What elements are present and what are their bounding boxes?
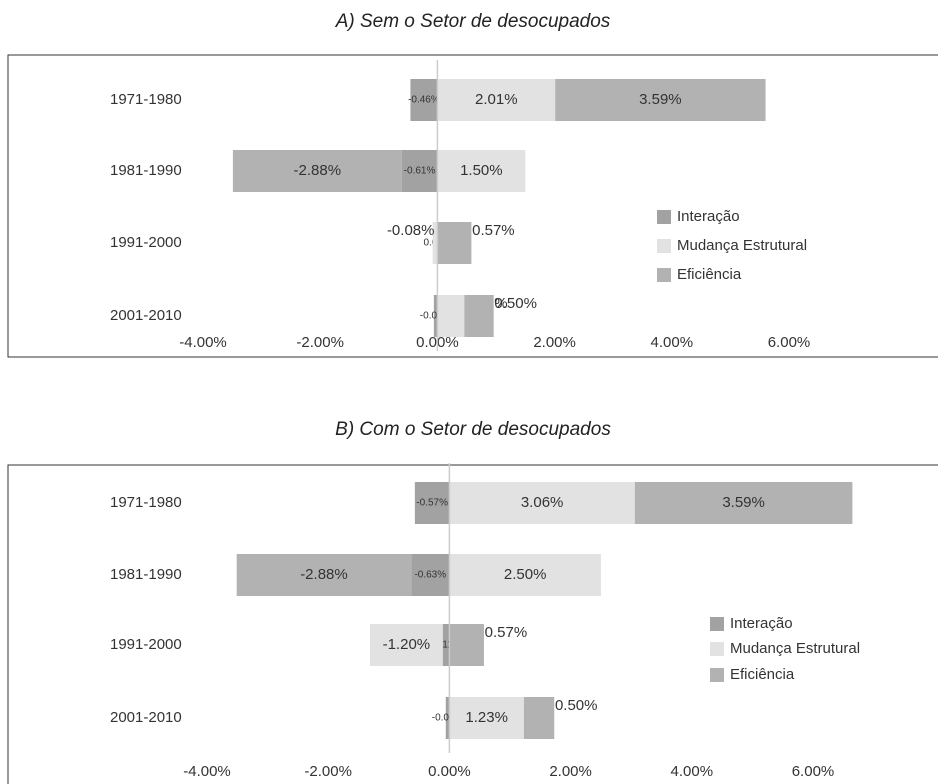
bar-segment bbox=[401, 150, 438, 192]
data-label: -1.20% bbox=[383, 636, 431, 653]
bar-segment bbox=[437, 295, 465, 337]
bar-segment bbox=[232, 150, 402, 192]
x-tick-label: 0.00% bbox=[428, 763, 471, 780]
y-tick-label: 1981-1990 bbox=[110, 566, 182, 583]
bar-segment bbox=[410, 79, 438, 121]
legend-label: Interação bbox=[730, 615, 793, 632]
legend-swatch bbox=[710, 642, 724, 656]
bar-segment bbox=[449, 624, 484, 666]
bar-segment bbox=[464, 295, 494, 337]
data-label: 3.59% bbox=[639, 91, 682, 108]
bar-segment bbox=[449, 554, 601, 596]
data-label: 0.50% bbox=[555, 697, 598, 714]
legend-swatch bbox=[710, 617, 724, 631]
frame-b bbox=[7, 464, 938, 784]
legend-swatch bbox=[657, 268, 671, 282]
frame-a bbox=[7, 54, 938, 358]
data-label: -0.08% bbox=[387, 222, 435, 239]
legend-label: Eficiência bbox=[677, 266, 742, 283]
bar-segment bbox=[432, 222, 438, 264]
bar-segment bbox=[437, 150, 526, 192]
legend-swatch bbox=[657, 210, 671, 224]
data-label: 0.57% bbox=[485, 624, 528, 641]
y-tick-label: 2001-2010 bbox=[110, 307, 182, 324]
y-tick-label: 1971-1980 bbox=[110, 91, 182, 108]
data-label: -0.61% bbox=[404, 166, 436, 177]
legend-label: Mudança Estrutural bbox=[677, 237, 807, 254]
bar-segment bbox=[445, 697, 450, 739]
data-label: -2.88% bbox=[300, 566, 348, 583]
legend-label: Mudança Estrutural bbox=[730, 640, 860, 657]
bar-segment bbox=[634, 482, 853, 524]
y-tick-label: 1991-2000 bbox=[110, 234, 182, 251]
bar-segment bbox=[370, 624, 443, 666]
data-label: 1.50% bbox=[460, 162, 503, 179]
data-label: 3.59% bbox=[722, 494, 765, 511]
x-tick-label: 6.00% bbox=[792, 763, 835, 780]
chart-title: B) Com o Setor de desocupados bbox=[335, 419, 611, 440]
legend-swatch bbox=[657, 239, 671, 253]
bar-segment bbox=[437, 222, 472, 264]
y-tick-label: 1971-1980 bbox=[110, 494, 182, 511]
bar-segment bbox=[411, 554, 450, 596]
x-tick-label: -2.00% bbox=[296, 334, 344, 351]
data-label: 0.50% bbox=[494, 295, 537, 312]
data-label: -0.63% bbox=[414, 570, 446, 581]
data-label: -0.46% bbox=[408, 95, 440, 106]
bar-segment bbox=[236, 554, 412, 596]
x-tick-label: 4.00% bbox=[671, 763, 714, 780]
bar-segment bbox=[437, 79, 556, 121]
bar-segment bbox=[555, 79, 766, 121]
data-label: -2.88% bbox=[294, 162, 342, 179]
data-label: 0.57% bbox=[472, 222, 515, 239]
y-tick-label: 1981-1990 bbox=[110, 162, 182, 179]
data-label: -0.11% bbox=[431, 640, 462, 651]
data-label: -0.57% bbox=[416, 498, 448, 509]
data-label: -0.06% bbox=[432, 713, 464, 724]
y-tick-label: 2001-2010 bbox=[110, 709, 182, 726]
x-tick-label: 6.00% bbox=[768, 334, 811, 351]
bar-segment bbox=[414, 482, 450, 524]
x-tick-label: 4.00% bbox=[651, 334, 694, 351]
data-label: 3.06% bbox=[521, 494, 564, 511]
y-tick-label: 1991-2000 bbox=[110, 636, 182, 653]
legend-swatch bbox=[710, 668, 724, 682]
bar-segment bbox=[449, 697, 524, 739]
x-tick-label: 2.00% bbox=[549, 763, 592, 780]
chart-title: A) Sem o Setor de desocupados bbox=[335, 11, 611, 32]
legend-label: Interação bbox=[677, 208, 740, 225]
data-label: 1.23% bbox=[465, 709, 508, 726]
bar-segment bbox=[449, 482, 635, 524]
bar-segment bbox=[523, 697, 555, 739]
data-label: 2.50% bbox=[504, 566, 547, 583]
bar-segment bbox=[433, 295, 438, 337]
x-tick-label: -4.00% bbox=[183, 763, 231, 780]
x-tick-label: 2.00% bbox=[533, 334, 576, 351]
legend-label: Eficiência bbox=[730, 666, 795, 683]
data-label: -0.06% bbox=[420, 311, 452, 322]
bar-segment bbox=[442, 624, 450, 666]
data-label: 2.01% bbox=[475, 91, 518, 108]
x-tick-label: -2.00% bbox=[304, 763, 352, 780]
x-tick-label: -4.00% bbox=[179, 334, 227, 351]
